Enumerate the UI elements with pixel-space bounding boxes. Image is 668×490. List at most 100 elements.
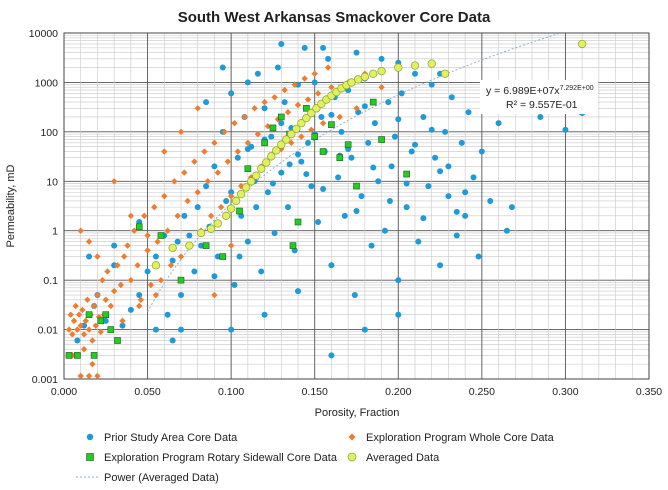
prior-core-point — [458, 139, 465, 146]
y-tick-label: 1 — [52, 226, 58, 238]
whole-core-point — [147, 281, 155, 289]
averaged-point — [252, 171, 261, 180]
prior-core-point — [169, 337, 176, 344]
whole-core-point — [131, 227, 138, 234]
prior-core-point — [370, 164, 377, 171]
whole-core-point — [94, 372, 101, 380]
x-tick-label: 0.350 — [636, 386, 662, 398]
averaged-point — [394, 63, 403, 72]
legend-marker-sidewall — [86, 453, 94, 461]
r-squared-text: R² = 9.557E-01 — [506, 99, 578, 111]
whole-core-point — [167, 262, 175, 269]
prior-core-point — [152, 253, 159, 260]
whole-core-point — [244, 139, 252, 147]
sidewall-core-point — [244, 165, 252, 172]
whole-core-point — [69, 331, 76, 338]
sidewall-core-point — [114, 337, 121, 344]
prior-core-point — [244, 238, 251, 245]
sidewall-core-point — [202, 242, 210, 249]
legend-label-power: Power (Averaged Data) — [104, 472, 219, 484]
averaged-point — [221, 211, 231, 220]
prior-core-point — [228, 189, 235, 196]
averaged-point — [206, 224, 216, 233]
averaged-point — [360, 72, 370, 81]
prior-core-point — [428, 81, 435, 88]
x-tick-labels: 0.000 0.050 0.100 0.150 0.200 0.250 0.300 0.350 — [51, 386, 662, 398]
whole-core-point — [214, 169, 221, 176]
whole-core-point — [171, 178, 178, 185]
legend-marker-whole-core — [348, 433, 356, 441]
equation-annotation: y = 6.989E+07x7.292E+00 R² = 9.557E-01 — [480, 80, 598, 114]
whole-core-point — [94, 253, 101, 260]
averaged-point — [272, 146, 281, 155]
sidewall-core-point — [102, 311, 110, 318]
whole-core-point — [161, 192, 168, 200]
whole-core-point — [90, 302, 98, 310]
prior-core-point — [223, 197, 230, 204]
whole-core-point — [107, 302, 114, 310]
y-tick-label: 10000 — [29, 28, 58, 40]
prior-core-point — [191, 268, 198, 275]
prior-core-point — [203, 183, 210, 190]
prior-core-point — [258, 268, 265, 275]
sidewall-core-point — [294, 218, 302, 226]
whole-core-point — [324, 64, 332, 71]
whole-core-point — [110, 178, 118, 185]
prior-core-point — [186, 232, 193, 239]
prior-core-point — [462, 212, 469, 219]
whole-core-point — [261, 98, 268, 106]
prior-core-point — [311, 79, 318, 86]
averaged-point — [377, 66, 386, 76]
averaged-point — [226, 204, 236, 213]
prior-core-point — [448, 94, 455, 101]
legend-marker-prior — [86, 433, 94, 441]
prior-core-point — [111, 242, 118, 249]
y-tick-label: 0.001 — [32, 374, 58, 386]
prior-core-point — [395, 277, 402, 284]
whole-core-point — [311, 70, 318, 77]
sidewall-core-point — [277, 113, 285, 121]
whole-core-point — [164, 227, 171, 234]
prior-core-point — [295, 151, 301, 158]
prior-core-point — [211, 273, 218, 280]
prior-core-point — [261, 311, 268, 318]
prior-core-point — [281, 99, 288, 106]
whole-core-point — [152, 291, 160, 299]
averaged-point — [577, 39, 587, 49]
whole-core-point — [89, 337, 96, 344]
y-tick-label: 0.01 — [38, 325, 59, 337]
sidewall-core-point — [403, 170, 410, 178]
whole-core-point — [144, 232, 151, 239]
prior-core-point — [81, 322, 88, 329]
y-tick-label: 1000 — [35, 77, 59, 89]
averaged-point — [302, 113, 311, 123]
prior-core-point — [453, 232, 460, 239]
y-tick-labels: 0.001 0.01 0.1 1 10 100 1000 10000 — [29, 28, 58, 386]
prior-core-point — [278, 40, 285, 47]
averaged-point — [168, 243, 177, 253]
whole-core-point — [181, 169, 188, 176]
prior-core-point — [301, 44, 308, 51]
plot-area-frame — [63, 32, 650, 380]
prior-core-point — [445, 193, 452, 200]
whole-core-point — [177, 253, 185, 260]
prior-core-point — [368, 242, 375, 249]
sidewall-core-point — [236, 207, 243, 215]
y-tick-label: 100 — [40, 127, 58, 139]
prior-core-point — [335, 174, 342, 181]
averaged-point — [247, 177, 256, 186]
prior-core-point — [375, 178, 382, 185]
prior-core-point — [420, 215, 427, 222]
whole-core-point — [353, 105, 360, 112]
averaged-point — [151, 261, 161, 270]
legend-item-prior: Prior Study Area Core Data — [86, 432, 238, 444]
prior-core-point — [412, 141, 418, 148]
prior-core-point — [475, 253, 482, 260]
prior-core-point — [303, 171, 310, 178]
whole-core-point — [120, 253, 128, 260]
whole-core-point — [157, 276, 165, 284]
prior-core-point — [211, 163, 218, 170]
data-points — [65, 39, 587, 380]
prior-core-point — [318, 113, 325, 120]
